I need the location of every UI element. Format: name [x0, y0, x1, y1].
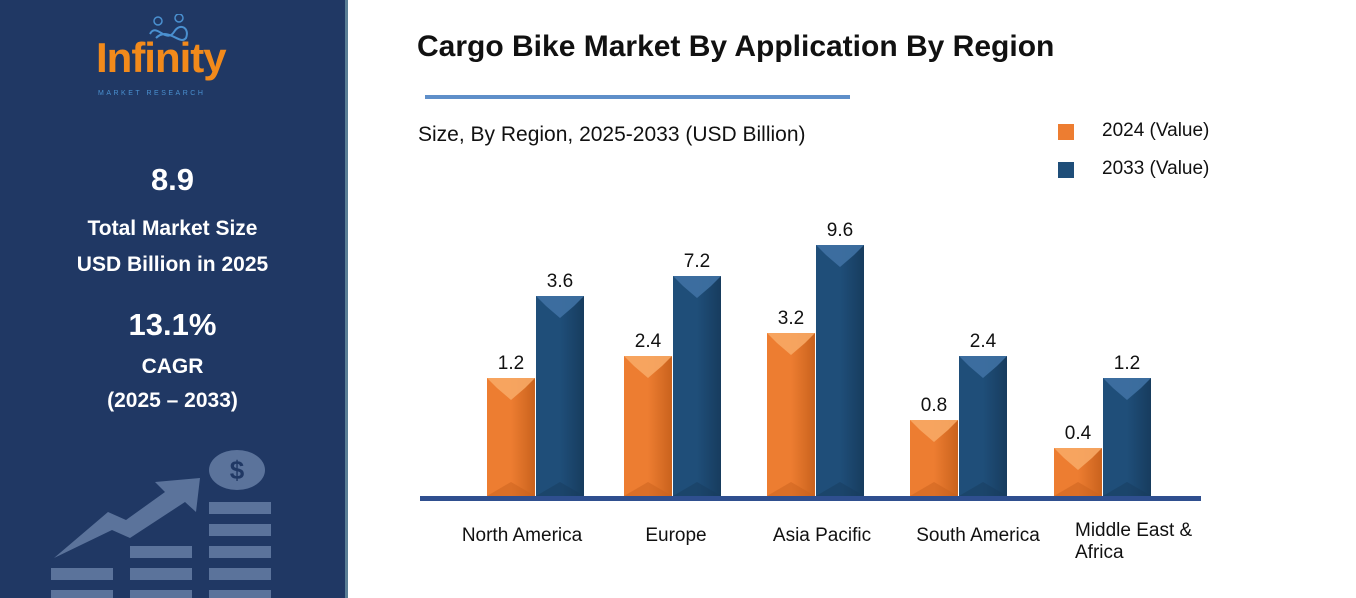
x-tick-label: Europe — [645, 525, 706, 546]
title-underline — [425, 95, 850, 99]
data-label: 1.2 — [498, 353, 524, 374]
data-label: 7.2 — [684, 251, 710, 272]
bar-bevel-top — [1054, 448, 1102, 470]
bar-bevel-bottom — [1054, 482, 1102, 496]
bar-bevel-bottom — [767, 482, 815, 496]
legend-swatch-2033 — [1058, 162, 1074, 178]
x-tick-label: South America — [916, 525, 1040, 546]
logo-tagline: MARKET RESEARCH — [98, 90, 206, 97]
bar — [959, 356, 1007, 496]
market-size-value: 8.9 — [150, 162, 195, 197]
data-label: 9.6 — [827, 220, 853, 241]
bar-bevel-top — [959, 356, 1007, 378]
bar-bevel-bottom — [1103, 482, 1151, 496]
bar-bevel-bottom — [816, 482, 864, 496]
x-axis-line — [420, 496, 1201, 501]
legend-label-2024: 2024 (Value) — [1102, 120, 1210, 141]
cagr-period: (2025 – 2033) — [107, 389, 238, 412]
data-label: 1.2 — [1114, 353, 1140, 374]
bar-bevel-top — [767, 333, 815, 355]
bar-bevel-top — [624, 356, 672, 378]
bar — [624, 356, 672, 496]
bar-bevel-top — [1103, 378, 1151, 400]
bar — [536, 296, 584, 496]
legend-label-2033: 2033 (Value) — [1102, 158, 1210, 179]
bar — [816, 245, 864, 496]
data-label: 0.4 — [1065, 423, 1092, 444]
bar-bevel-bottom — [673, 482, 721, 496]
legend-swatch-2024 — [1058, 124, 1074, 140]
data-label: 2.4 — [635, 331, 662, 352]
bar-bevel-top — [536, 296, 584, 318]
bar-bevel-top — [816, 245, 864, 267]
data-label: 3.2 — [778, 308, 804, 329]
bar — [673, 276, 721, 496]
x-tick-label: Middle East & — [1075, 520, 1193, 541]
market-size-label: Total Market Size — [87, 217, 258, 240]
chart-subtitle: Size, By Region, 2025-2033 (USD Billion) — [418, 123, 806, 146]
x-tick-label: Asia Pacific — [773, 525, 871, 546]
bar-bevel-top — [910, 420, 958, 442]
bar-bevel-bottom — [624, 482, 672, 496]
logo-wordmark: Infinity — [96, 34, 227, 81]
data-label: 0.8 — [921, 395, 947, 416]
logo: Infinity MARKET RESEARCH — [96, 14, 236, 97]
sidebar-border — [345, 0, 348, 598]
market-size-unit: USD Billion in 2025 — [76, 253, 269, 276]
bar-bevel-top — [673, 276, 721, 298]
sidebar-panel: Infinity MARKET RESEARCH 8.9 Total Marke… — [0, 0, 345, 598]
x-tick-label: North America — [462, 525, 583, 546]
x-tick-label: Africa — [1075, 542, 1124, 563]
cagr-value: 13.1% — [128, 307, 217, 342]
bar-bevel-top — [487, 378, 535, 400]
bar-bevel-bottom — [536, 482, 584, 496]
bar-bevel-bottom — [487, 482, 535, 496]
bar-bevel-bottom — [959, 482, 1007, 496]
growth-chart-dollar-icon: $ — [51, 450, 271, 598]
data-label: 2.4 — [970, 331, 997, 352]
bar — [767, 333, 815, 496]
data-label: 3.6 — [547, 271, 573, 292]
bar-bevel-bottom — [910, 482, 958, 496]
chart-title: Cargo Bike Market By Application By Regi… — [417, 30, 1055, 63]
cagr-label: CAGR — [141, 355, 204, 378]
svg-text:$: $ — [230, 455, 245, 485]
infinity-people-icon — [149, 14, 188, 41]
